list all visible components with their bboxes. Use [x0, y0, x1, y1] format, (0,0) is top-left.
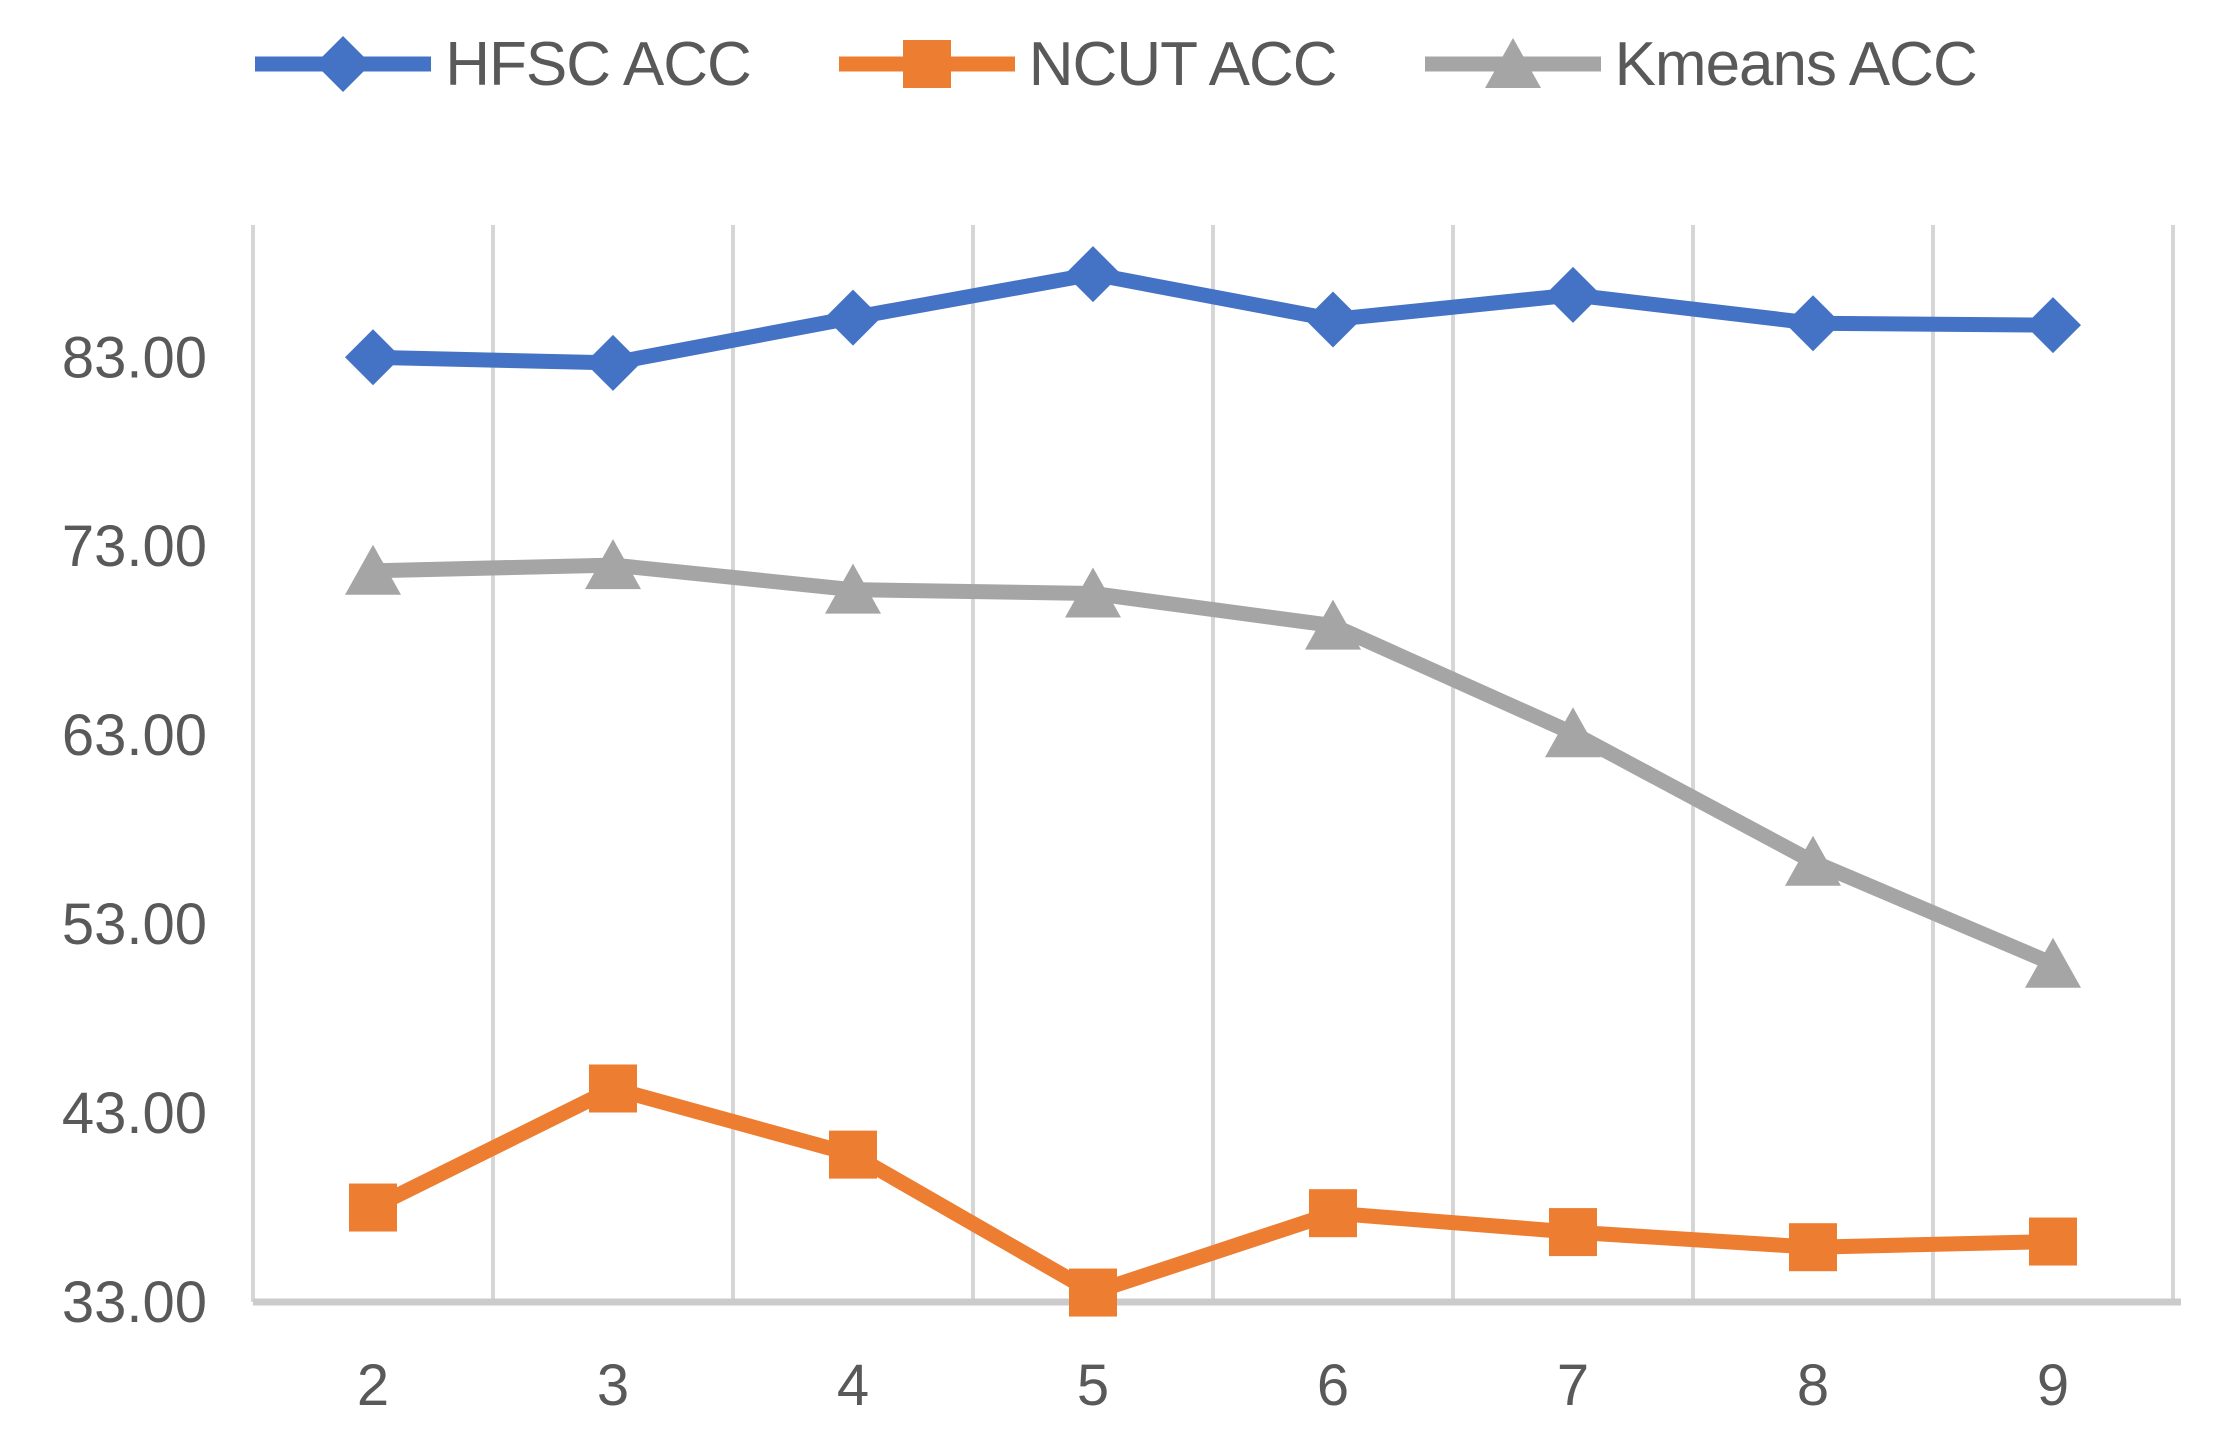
marker-hfsc-acc	[345, 329, 401, 386]
hfsc-acc-diamond-marker-icon	[255, 36, 432, 92]
y-tick-label: 53.00	[62, 892, 207, 957]
marker-ncut-acc	[349, 1183, 397, 1232]
marker-ncut-acc	[1549, 1208, 1597, 1257]
legend-marker	[1484, 38, 1541, 88]
marker-hfsc-acc	[2025, 297, 2081, 354]
x-tick-label: 7	[1557, 1353, 1589, 1418]
marker-ncut-acc	[1309, 1189, 1357, 1238]
marker-hfsc-acc	[825, 289, 881, 346]
legend-marker	[902, 40, 951, 88]
y-tick-label: 73.00	[62, 514, 207, 579]
marker-ncut-acc	[1789, 1223, 1837, 1272]
series-line-ncut-acc	[365, 1080, 2061, 1301]
legend-item-ncut-acc: NCUT ACC	[838, 28, 1338, 100]
y-tick-label: 43.00	[62, 1081, 207, 1146]
marker-hfsc-acc	[1785, 295, 1841, 352]
ncut-acc-square-marker-icon	[838, 40, 1015, 88]
x-tick-label: 2	[357, 1353, 389, 1418]
marker-hfsc-acc	[585, 334, 641, 391]
legend-label-kmeans-acc: Kmeans ACC	[1614, 29, 1978, 99]
legend-item-kmeans-acc: Kmeans ACC	[1424, 28, 1978, 100]
marker-hfsc-acc	[1545, 266, 1601, 323]
x-tick-label: 3	[597, 1353, 629, 1418]
marker-kmeans-acc	[585, 539, 641, 590]
x-tick-label: 9	[2037, 1353, 2069, 1418]
marker-ncut-acc	[2029, 1217, 2077, 1266]
marker-kmeans-acc	[1545, 707, 1601, 758]
y-tick-label: 33.00	[62, 1270, 207, 1335]
marker-ncut-acc	[589, 1064, 637, 1113]
x-tick-label: 4	[837, 1353, 869, 1418]
legend-item-hfsc-acc: HFSC ACC	[255, 28, 752, 100]
marker-kmeans-acc	[1065, 567, 1121, 618]
marker-kmeans-acc	[2025, 937, 2081, 988]
kmeans-acc-triangle-marker-icon	[1424, 38, 1601, 88]
marker-ncut-acc	[829, 1130, 877, 1179]
legend-label-ncut-acc: NCUT ACC	[1028, 29, 1338, 99]
marker-hfsc-acc	[1305, 291, 1361, 348]
legend-label-hfsc-acc: HFSC ACC	[445, 29, 751, 99]
marker-kmeans-acc	[345, 544, 401, 595]
x-tick-label: 8	[1797, 1353, 1829, 1418]
chart-legend: HFSC ACC NCUT ACC Kmeans ACC	[0, 28, 2232, 100]
marker-ncut-acc	[1069, 1268, 1117, 1317]
x-tick-label: 5	[1077, 1353, 1109, 1418]
legend-marker	[315, 36, 372, 92]
marker-hfsc-acc	[1065, 246, 1121, 303]
marker-kmeans-acc	[1305, 599, 1361, 650]
x-tick-label: 6	[1317, 1353, 1349, 1418]
series-line-kmeans-acc	[365, 557, 2061, 972]
series-line-hfsc-acc	[365, 266, 2061, 371]
y-tick-label: 63.00	[62, 703, 207, 768]
y-tick-label: 83.00	[62, 325, 207, 390]
marker-kmeans-acc	[1785, 835, 1841, 886]
marker-kmeans-acc	[825, 563, 881, 614]
